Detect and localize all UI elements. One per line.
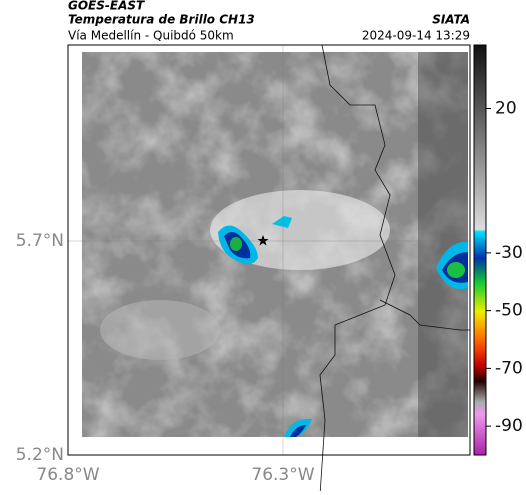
cold-cloud — [230, 237, 242, 251]
colorbar-tick-label: -30 — [495, 243, 523, 263]
org: SIATA — [432, 13, 470, 27]
cold-cloud — [290, 425, 306, 437]
cloud — [100, 300, 220, 360]
border — [319, 44, 396, 495]
map-frame — [67, 44, 471, 456]
colorbar-tick-label: -50 — [495, 301, 523, 321]
subtitle: Vía Medellín - Quibdó 50km — [68, 29, 234, 43]
lon-tick-label: 76.8°W — [36, 465, 99, 485]
colorbar-tick-label: -70 — [495, 358, 523, 378]
lat-tick-label: 5.2°N — [16, 445, 64, 465]
border — [379, 299, 470, 331]
colorbar — [473, 44, 487, 456]
map — [82, 44, 470, 495]
datetime: 2024-09-14 13:29 — [362, 29, 470, 43]
title: Temperatura de Brillo CH13 — [68, 13, 255, 27]
colorbar-tick-label: -90 — [495, 416, 523, 436]
cold-cloud — [272, 216, 292, 228]
cold-cloud — [447, 262, 465, 278]
lat-tick-label: 5.7°N — [16, 231, 64, 251]
colorbar-tick-label: 20 — [495, 99, 517, 119]
source: GOES-EAST — [68, 0, 145, 13]
location-star — [257, 235, 269, 246]
lon-tick-label: 76.3°W — [251, 465, 314, 485]
